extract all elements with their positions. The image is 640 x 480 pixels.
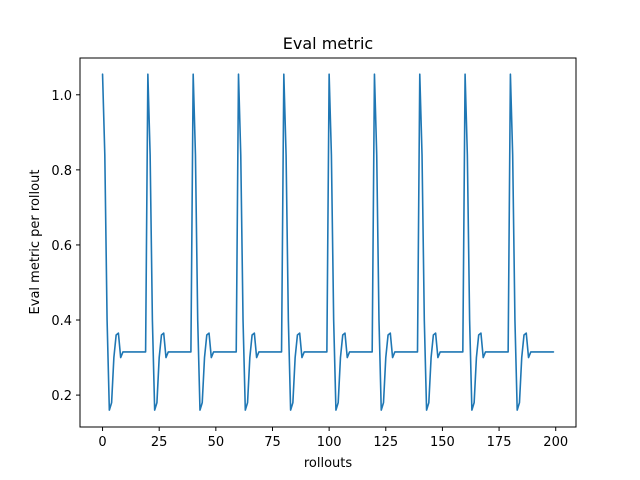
x-tick-label: 100 xyxy=(317,435,342,450)
x-axis: 0 25 50 75 100 125 150 175 200 xyxy=(98,427,568,450)
y-axis-label: Eval metric per rollout xyxy=(28,170,43,315)
x-tick-label: 25 xyxy=(151,435,168,450)
axes-frame xyxy=(79,57,577,428)
y-tick-label: 0.4 xyxy=(51,314,72,329)
plot-area xyxy=(79,57,577,428)
y-tick-label: 1.0 xyxy=(51,89,72,104)
x-tick-label: 50 xyxy=(208,435,225,450)
x-axis-label: rollouts xyxy=(304,456,353,471)
y-axis: 0.2 0.4 0.6 0.8 1.0 xyxy=(51,89,80,404)
x-tick-label: 75 xyxy=(264,435,281,450)
x-tick-label: 150 xyxy=(430,435,455,450)
x-tick-label: 175 xyxy=(487,435,512,450)
y-tick-label: 0.8 xyxy=(51,164,72,179)
chart-title: Eval metric xyxy=(283,34,373,53)
series-line xyxy=(101,73,555,411)
x-tick-label: 0 xyxy=(98,435,106,450)
y-tick-label: 0.6 xyxy=(51,239,72,254)
y-tick-label: 0.2 xyxy=(51,389,72,404)
x-tick-label: 200 xyxy=(543,435,568,450)
x-tick-label: 125 xyxy=(373,435,398,450)
